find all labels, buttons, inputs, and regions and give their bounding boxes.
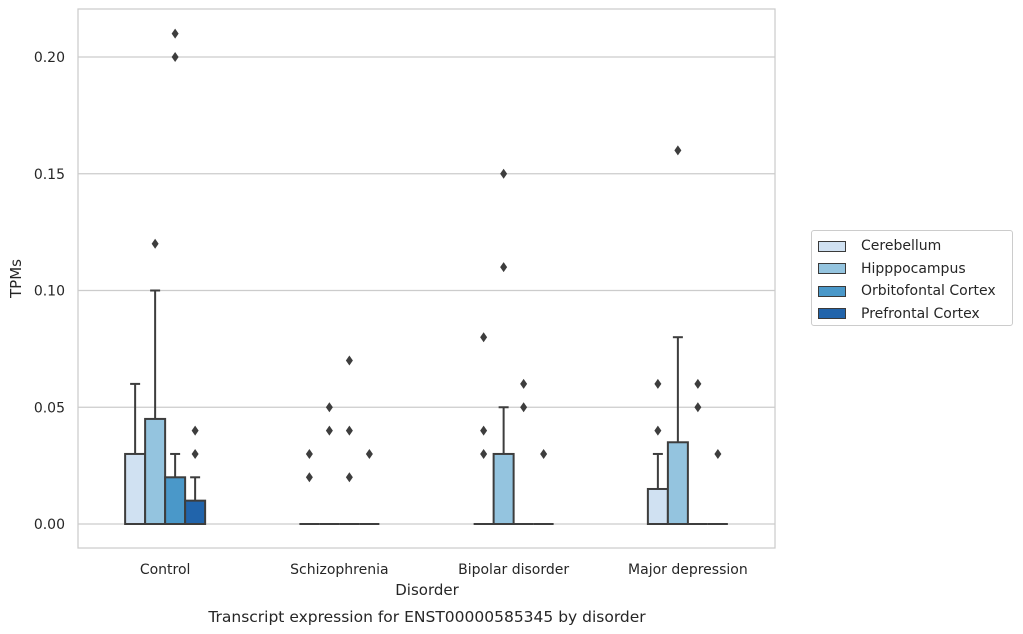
- legend-swatch: [818, 240, 846, 252]
- box-prefrontal-cortex: [533, 448, 554, 525]
- outlier-point: [171, 52, 179, 62]
- box-orbitofontal-cortex: [513, 378, 534, 525]
- legend-item: Cerebellum: [818, 235, 1012, 258]
- box-series: [124, 28, 728, 526]
- x-tick-label: Schizophrenia: [290, 562, 388, 578]
- box-prefrontal-cortex: [184, 425, 207, 525]
- box-body: [666, 441, 689, 525]
- box-prefrontal-cortex: [359, 448, 380, 525]
- outlier-point: [674, 145, 682, 156]
- legend-label: Cerebellum: [861, 238, 942, 255]
- y-tick-labels: 0.00 0.05 0.10 0.15 0.20: [34, 50, 65, 533]
- box-cerebellum: [646, 378, 669, 526]
- box-body: [646, 487, 669, 526]
- box-hipppocampus: [319, 402, 340, 525]
- chart-caption: Transcript expression for ENST0000058534…: [207, 608, 646, 626]
- legend-swatch: [818, 285, 846, 297]
- legend: Cerebellum Hipppocampus Orbitofontal Corte…: [811, 230, 1013, 326]
- legend-swatch: [818, 263, 846, 275]
- box-cerebellum: [124, 382, 147, 526]
- legend-label: Orbitofontal Cortex: [861, 283, 996, 300]
- legend-item: Hipppocampus: [818, 258, 1012, 281]
- box-cerebellum: [473, 332, 494, 525]
- outlier-point: [520, 402, 528, 413]
- outlier-point: [480, 448, 488, 459]
- x-tick-label: Major depression: [628, 562, 748, 578]
- box-body: [144, 417, 167, 525]
- outlier-point: [345, 472, 353, 483]
- legend-label: Prefrontal Cortex: [861, 305, 980, 322]
- box-body: [164, 476, 187, 525]
- box-hipppocampus: [492, 168, 515, 526]
- outlier-point: [325, 425, 333, 436]
- outlier-point: [694, 402, 702, 413]
- outlier-point: [654, 425, 662, 436]
- x-axis-label: Disorder: [395, 581, 459, 599]
- outlier-point: [654, 378, 662, 389]
- outlier-point: [694, 378, 702, 389]
- outlier-point: [714, 448, 722, 459]
- box-orbitofontal-cortex: [687, 378, 708, 525]
- outlier-point: [171, 28, 179, 39]
- outlier-point: [151, 238, 159, 249]
- legend-item: Prefrontal Cortex: [818, 303, 1012, 326]
- box-orbitofontal-cortex: [339, 355, 360, 525]
- outlier-point: [191, 448, 199, 459]
- outlier-point: [325, 402, 333, 413]
- outlier-point: [345, 355, 353, 366]
- outlier-point: [480, 332, 488, 343]
- legend-item: Orbitofontal Cortex: [818, 280, 1012, 303]
- x-tick-label: Control: [140, 562, 191, 578]
- y-tick-label: 0.05: [34, 400, 65, 416]
- box-prefrontal-cortex: [707, 448, 728, 525]
- box-hipppocampus: [666, 145, 689, 525]
- y-tick-label: 0.15: [34, 167, 65, 183]
- outlier-point: [191, 425, 199, 436]
- box-body: [184, 499, 207, 525]
- outlier-point: [345, 425, 353, 436]
- y-tick-label: 0.20: [34, 50, 65, 66]
- x-tick-labels: Control Schizophrenia Bipolar disorder Majo…: [140, 562, 748, 578]
- outlier-point: [305, 472, 313, 483]
- x-tick-label: Bipolar disorder: [458, 562, 569, 578]
- box-hipppocampus: [144, 238, 167, 525]
- box-body: [492, 452, 515, 526]
- outlier-point: [480, 425, 488, 436]
- y-tick-label: 0.00: [34, 517, 65, 533]
- y-tick-label: 0.10: [34, 284, 65, 300]
- legend-swatch: [818, 308, 846, 320]
- outlier-point: [500, 262, 508, 273]
- y-axis-label: TPMs: [7, 259, 25, 299]
- outlier-point: [540, 448, 548, 459]
- legend-label: Hipppocampus: [861, 260, 966, 277]
- outlier-point: [500, 168, 508, 179]
- outlier-point: [520, 378, 528, 389]
- box-cerebellum: [299, 448, 320, 525]
- box-body: [124, 452, 147, 526]
- outlier-point: [305, 448, 313, 459]
- outlier-point: [365, 448, 373, 459]
